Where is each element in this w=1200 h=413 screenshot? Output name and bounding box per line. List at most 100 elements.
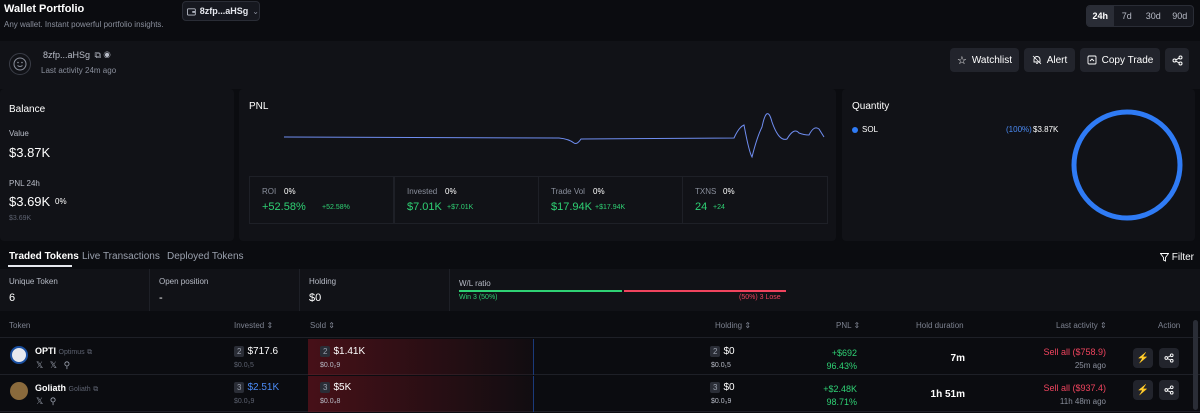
token-symbol[interactable]: Goliath — [35, 383, 66, 393]
star-icon: ☆ — [956, 54, 967, 67]
pnl-24h-small: $3.69K — [9, 215, 32, 222]
holding-count: 3 — [710, 382, 721, 393]
x-icon[interactable]: 𝕏 — [49, 360, 58, 370]
token-socials: 𝕏 𝕏 ⚲ — [36, 360, 70, 371]
sort-icon: ⇕ — [328, 321, 335, 330]
copy-trade-label: Copy Trade — [1101, 54, 1154, 66]
range-90d-button[interactable]: 90d — [1172, 11, 1188, 21]
alert-button[interactable]: Alert — [1024, 48, 1075, 72]
wl-ratio-stat: W/L ratio Win 3 (50%) (50%) 3 Lose — [450, 269, 810, 311]
token-full-name: Goliath — [68, 386, 91, 393]
token-logo — [10, 346, 28, 364]
range-24h-button[interactable]: 24h — [1087, 6, 1114, 26]
pnl-24h-pct: 0% — [55, 197, 67, 206]
txns-pct: 0% — [723, 187, 735, 196]
roi-label: ROI — [262, 187, 277, 196]
holding-amount: $0 — [723, 382, 735, 393]
quantity-panel: Quantity SOL (100%) $3.87K — [842, 89, 1195, 241]
globe-icon[interactable]: ◉ — [103, 50, 111, 60]
token-socials: 𝕏 ⚲ — [36, 396, 56, 407]
sold-amount: $5K — [333, 382, 352, 393]
sold-count: 2 — [320, 346, 331, 357]
chevron-down-icon: ⌄ — [252, 6, 259, 16]
trade-vol-value: $17.94K — [551, 201, 592, 213]
wl-lose-bar — [624, 290, 786, 292]
invested-count: 3 — [234, 382, 245, 393]
scrollbar[interactable] — [1193, 320, 1198, 410]
quantity-legend-item: SOL (100%) $3.87K — [852, 125, 1062, 137]
tab-live-transactions[interactable]: Live Transactions — [82, 251, 160, 262]
txns-stat: TXNS 0% 24 +24 — [682, 176, 828, 224]
invested-count: 2 — [234, 346, 245, 357]
copy-icon[interactable]: ⧉ — [93, 386, 99, 393]
col-sold[interactable]: Sold ⇕ — [310, 321, 335, 330]
col-invested-label: Invested — [234, 321, 265, 330]
pnl-24h-value: $3.69K — [9, 194, 51, 209]
col-action: Action — [1158, 321, 1181, 330]
range-7d-button[interactable]: 7d — [1121, 11, 1132, 21]
copy-icon[interactable]: ⧉ — [94, 50, 101, 60]
col-invested[interactable]: Invested ⇕ — [234, 321, 273, 330]
search-icon[interactable]: ⚲ — [49, 396, 57, 406]
range-30d-button[interactable]: 30d — [1145, 11, 1161, 21]
sort-icon: ⇕ — [1100, 321, 1107, 330]
quantity-donut — [1071, 109, 1183, 221]
tab-traded-tokens[interactable]: Traded Tokens — [9, 251, 79, 262]
invested-cell: 2 $717.6 — [234, 346, 278, 357]
tab-deployed-tokens[interactable]: Deployed Tokens — [167, 251, 244, 262]
pnl-panel: PNL ROI 0% +52.58% +52.58% Invested 0% $… — [239, 89, 836, 241]
share-icon — [1164, 353, 1174, 363]
holding-amount: $0 — [723, 346, 735, 357]
col-holding[interactable]: Holding ⇕ — [715, 321, 751, 330]
wl-win-text: Win 3 (50%) — [459, 294, 498, 301]
quick-buy-button[interactable]: ⚡ — [1133, 348, 1153, 368]
copy-icon[interactable]: ⧉ — [87, 349, 93, 356]
active-tab-indicator — [8, 265, 72, 267]
copy-trade-button[interactable]: Copy Trade — [1080, 48, 1160, 72]
wl-lose-text: (50%) 3 Lose — [739, 294, 781, 301]
balance-title: Balance — [9, 104, 46, 115]
wallet-icon — [187, 7, 196, 15]
share-button[interactable] — [1165, 48, 1189, 72]
col-last-activity[interactable]: Last activity ⇕ — [1056, 321, 1107, 330]
last-activity-time: 25m ago — [1074, 361, 1106, 370]
quick-buy-button[interactable]: ⚡ — [1133, 380, 1153, 400]
col-hold-duration: Hold duration — [916, 321, 964, 330]
holding-stat: Holding $0 — [300, 269, 450, 311]
row-share-button[interactable] — [1159, 348, 1179, 368]
invested-amount: $717.6 — [247, 346, 279, 357]
unique-token-value: 6 — [9, 292, 16, 304]
row-share-button[interactable] — [1159, 380, 1179, 400]
sold-highlight — [308, 339, 534, 375]
table-row[interactable]: OPTI Optimus ⧉ 𝕏 𝕏 ⚲ 2 $717.6 $0.0₁5 2 $1.… — [0, 339, 1200, 375]
token-symbol[interactable]: OPTI — [35, 346, 57, 356]
token-name-line: OPTI Optimus ⧉ — [35, 346, 92, 357]
wallet-selector[interactable]: 8zfp...aHSg ⌄ — [182, 1, 260, 21]
holding-cell: 3 $0 — [710, 382, 735, 393]
open-position-stat: Open position - — [150, 269, 300, 311]
x-icon[interactable]: 𝕏 — [36, 396, 44, 406]
watchlist-button[interactable]: ☆ Watchlist — [950, 48, 1019, 72]
txns-delta: +24 — [713, 204, 725, 211]
invested-value: $7.01K — [407, 201, 442, 213]
balance-value: $3.87K — [9, 145, 51, 160]
col-token: Token — [9, 321, 31, 330]
holding-count: 2 — [710, 346, 721, 357]
trade-vol-stat: Trade Vol 0% $17.94K +$17.94K — [538, 176, 683, 224]
tabs-bar: Traded Tokens Live Transactions Deployed… — [0, 246, 1200, 268]
holding-sub: $0.0₁5 — [711, 362, 731, 369]
avatar — [9, 53, 31, 75]
col-pnl[interactable]: PNL ⇕ — [836, 321, 860, 330]
summary-stats: Unique Token 6 Open position - Holding $… — [0, 269, 1200, 311]
invested-delta: +$7.01K — [447, 204, 474, 211]
last-activity-time: 11h 48m ago — [1059, 397, 1106, 406]
pnl-sparkline — [283, 113, 825, 159]
table-row[interactable]: Goliath Goliath ⧉ 𝕏 ⚲ 3 $2.51K $0.0₃9 3 $5… — [0, 376, 1200, 412]
pnl-pct: 98.71% — [826, 397, 857, 407]
search-icon[interactable]: ⚲ — [63, 360, 71, 370]
filter-button[interactable]: Filter — [1159, 252, 1194, 263]
token-logo — [10, 382, 28, 400]
open-position-value: - — [159, 292, 163, 304]
holding-cell: 2 $0 — [710, 346, 735, 357]
x-icon[interactable]: 𝕏 — [36, 360, 44, 370]
